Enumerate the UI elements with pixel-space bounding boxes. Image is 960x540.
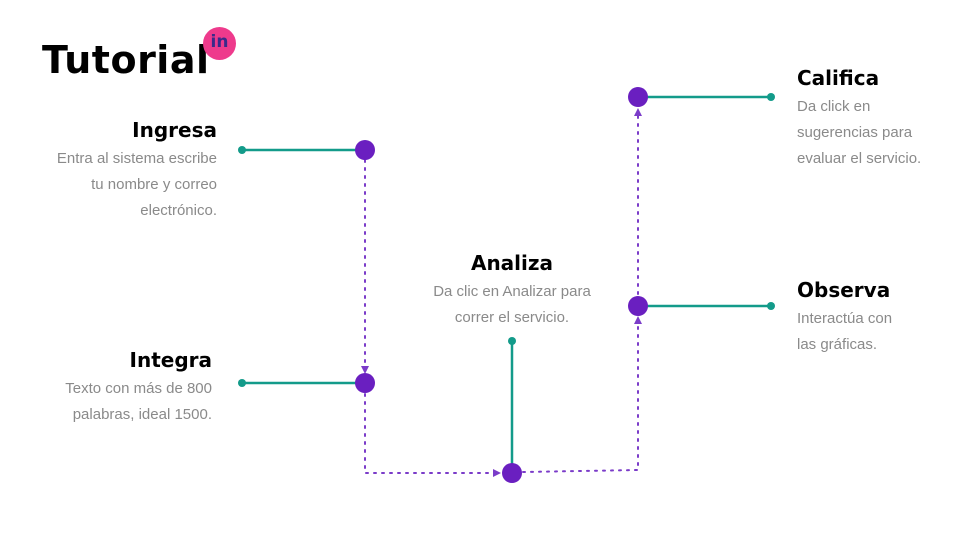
step-analiza-title: Analiza [470, 251, 554, 275]
step-analiza: Analiza Da clic en Analizar para correr … [402, 251, 622, 331]
node-integra [355, 373, 375, 393]
connector-califica-endpoint [767, 93, 775, 101]
step-observa-title: Observa [797, 278, 891, 302]
step-integra-desc: Texto con más de 800 palabras, ideal 150… [65, 380, 212, 423]
step-integra: Integra Texto con más de 800 palabras, i… [65, 348, 212, 428]
step-ingresa: Ingresa Entra al sistema escribe tu nomb… [57, 118, 217, 224]
linkedin-logo-icon: in [203, 27, 236, 60]
dotted-analiza-to-observa [522, 316, 642, 473]
step-ingresa-desc: Entra al sistema escribe tu nombre y cor… [56, 150, 217, 219]
step-califica-title: Califica [797, 66, 880, 90]
dotted-integra-to-analiza [364, 393, 501, 477]
node-ingresa [355, 140, 375, 160]
step-observa: Observa Interactúa con las gráficas. [797, 278, 892, 358]
step-analiza-desc: Da clic en Analizar para correr el servi… [433, 283, 591, 326]
node-califica [628, 87, 648, 107]
step-observa-desc: Interactúa con las gráficas. [797, 310, 893, 353]
step-integra-title: Integra [129, 348, 212, 372]
step-ingresa-title: Ingresa [132, 118, 217, 142]
connector-ingresa-endpoint [238, 146, 246, 154]
node-observa [628, 296, 648, 316]
connector-integra-endpoint [238, 379, 246, 387]
page-title: Tutorial [42, 38, 210, 82]
node-analiza [502, 463, 522, 483]
connector-observa-endpoint [767, 302, 775, 310]
step-califica-desc: Da click en sugerencias para evaluar el … [797, 98, 922, 167]
connector-analiza-endpoint [508, 337, 516, 345]
step-califica: Califica Da click en sugerencias para ev… [797, 66, 921, 172]
